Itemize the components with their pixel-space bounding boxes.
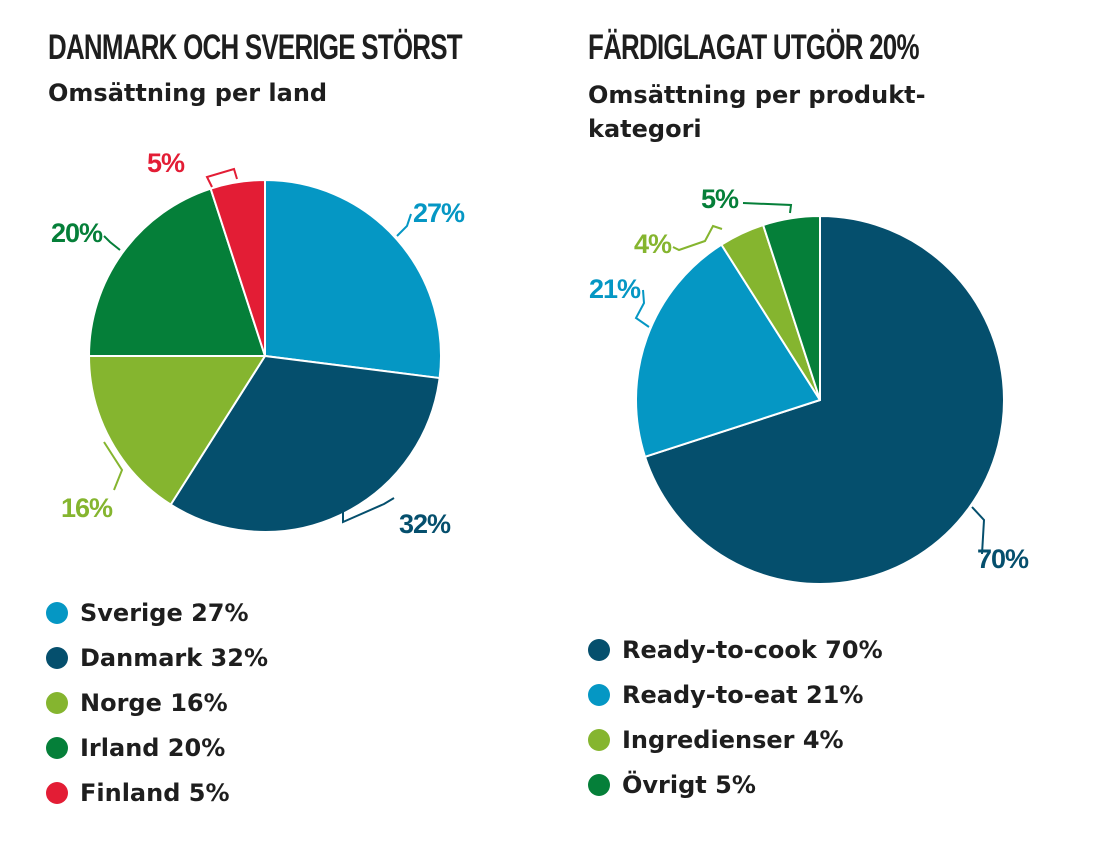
data-label-sverige: 27% <box>413 198 465 228</box>
legend-label-norge: Norge 16% <box>80 688 228 717</box>
legend-label-ready-to-eat: Ready-to-eat 21% <box>622 680 864 709</box>
leader-line-finland <box>205 167 238 188</box>
legend-swatch-norge <box>46 691 68 714</box>
legend-label-sverige: Sverige 27% <box>80 598 249 627</box>
category-pie-chart: 70% 21% 4% 5% <box>589 184 1030 585</box>
right-chart-panel: FÄRDIGLAGAT UTGÖR 20% Omsättning per pro… <box>550 0 1100 850</box>
leader-line-ingredienser <box>672 224 723 252</box>
legend-item-ready-to-eat: Ready-to-eat 21% <box>588 672 883 717</box>
leader-line-ready-to-eat <box>634 289 650 328</box>
legend-swatch-finland <box>46 781 68 804</box>
legend-swatch-ready-to-cook <box>588 638 610 661</box>
data-label-danmark: 32% <box>399 509 451 539</box>
legend-label-finland: Finland 5% <box>80 778 230 807</box>
legend-item-danmark: Danmark 32% <box>46 635 268 680</box>
pie-slice-finland <box>209 179 266 357</box>
data-label-ready-to-cook: 70% <box>977 544 1029 574</box>
data-label--vrigt: 5% <box>701 184 739 214</box>
legend-swatch-ingredienser <box>588 728 610 751</box>
leader-line-irland <box>103 235 121 251</box>
legend-item-sverige: Sverige 27% <box>46 590 268 635</box>
legend-label-ingredienser: Ingredienser 4% <box>622 725 844 754</box>
pie-slice-ready-to-eat <box>635 243 821 458</box>
legend-swatch-danmark <box>46 646 68 669</box>
right-chart-title: FÄRDIGLAGAT UTGÖR 20% <box>588 28 920 67</box>
pie-slice-norge <box>88 355 266 506</box>
data-label-finland: 5% <box>147 148 185 178</box>
data-label-irland: 20% <box>51 218 103 248</box>
leader-line-ready-to-cook <box>971 506 986 555</box>
legend-item-finland: Finland 5% <box>46 770 268 815</box>
data-label-ingredienser: 4% <box>634 229 672 259</box>
pie-slice-ready-to-cook <box>644 215 1005 585</box>
left-chart-panel: DANMARK OCH SVERIGE STÖRST Omsättning pe… <box>46 28 466 815</box>
legend-label-ovrigt: Övrigt 5% <box>622 770 756 799</box>
data-label-norge: 16% <box>61 493 113 523</box>
leader-line-norge <box>103 441 124 491</box>
legend-label-danmark: Danmark 32% <box>80 643 269 672</box>
pie-slice-sverige <box>264 179 442 380</box>
left-chart-title: DANMARK OCH SVERIGE STÖRST <box>48 28 463 67</box>
data-label-ready-to-eat: 21% <box>589 274 641 304</box>
leader-line-sverige <box>396 213 412 237</box>
leader-line-danmark <box>342 497 395 524</box>
pie-slice-irland <box>88 187 266 357</box>
leader-line--vrigt <box>742 202 793 214</box>
pie-slice--vrigt <box>762 215 821 401</box>
legend-label-ready-to-cook: Ready-to-cook 70% <box>622 635 883 664</box>
legend-swatch-ready-to-eat <box>588 683 610 706</box>
legend-item-ready-to-cook: Ready-to-cook 70% <box>588 627 883 672</box>
legend-swatch-sverige <box>46 601 68 624</box>
left-legend: Sverige 27% Danmark 32% Norge 16% Irland… <box>46 590 268 815</box>
legend-label-irland: Irland 20% <box>80 733 226 762</box>
left-chart-subtitle: Omsättning per land <box>48 79 328 107</box>
legend-swatch-ovrigt <box>588 773 610 796</box>
legend-item-ovrigt: Övrigt 5% <box>588 762 883 807</box>
right-legend: Ready-to-cook 70% Ready-to-eat 21% Ingre… <box>588 627 883 807</box>
right-chart-subtitle: Omsättning per produkt- kategori <box>588 81 926 143</box>
legend-item-ingredienser: Ingredienser 4% <box>588 717 883 762</box>
country-pie-chart: 27% 32% 16% 20% 5% <box>51 148 466 539</box>
legend-item-irland: Irland 20% <box>46 725 268 770</box>
legend-item-norge: Norge 16% <box>46 680 268 725</box>
legend-swatch-irland <box>46 736 68 759</box>
